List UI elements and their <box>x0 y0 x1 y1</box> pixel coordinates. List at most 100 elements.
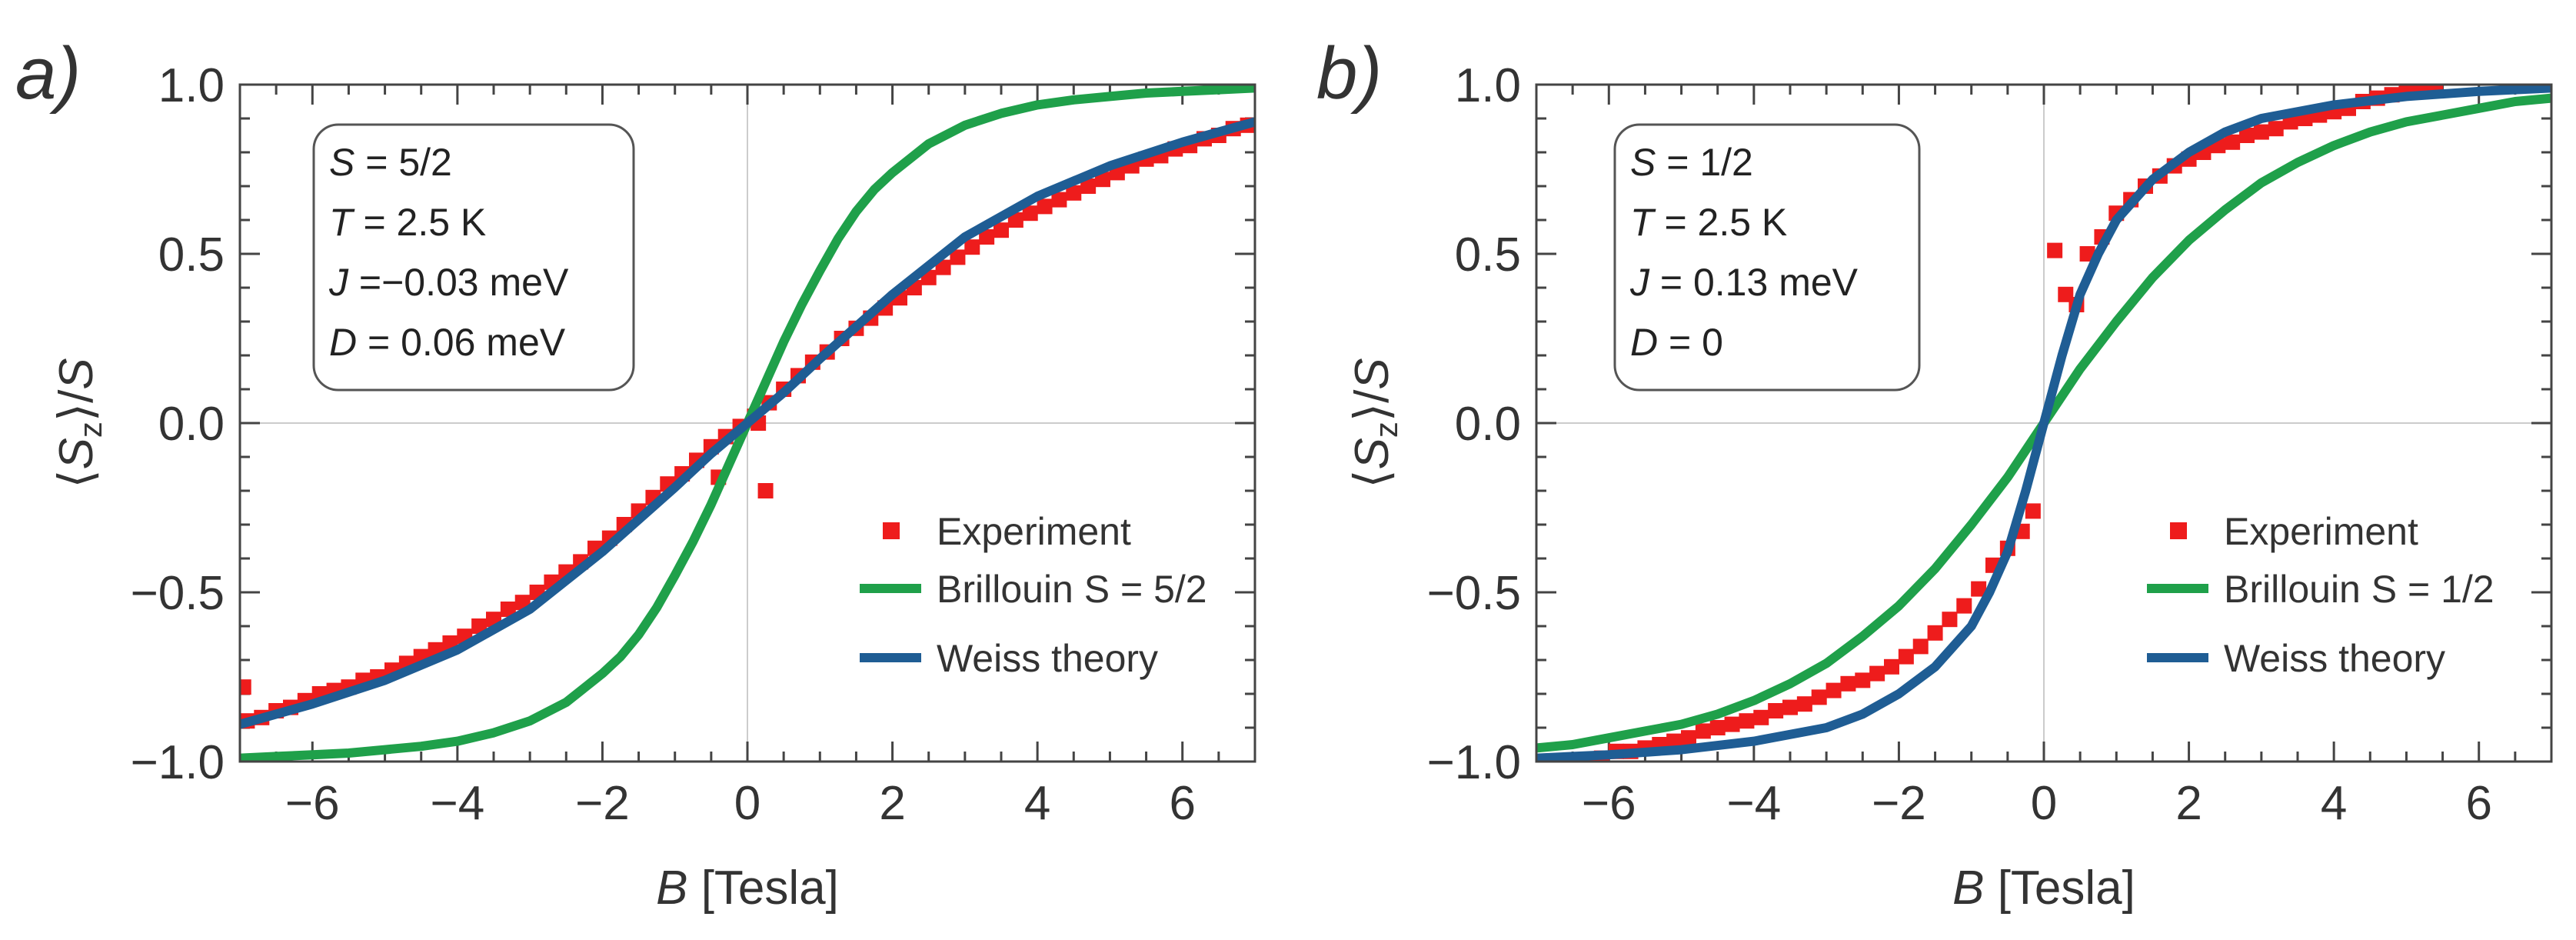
experiment-point <box>2442 85 2458 86</box>
experiment-point <box>2514 43 2530 58</box>
experiment-point <box>1022 205 1038 222</box>
parameter-var: T <box>329 201 355 244</box>
experiment-point <box>2457 63 2472 78</box>
experiment-point <box>1912 638 1929 655</box>
experiment-point <box>1898 648 1914 665</box>
parameter-var: D <box>1630 321 1658 364</box>
parameter-value: = 1/2 <box>1656 141 1753 184</box>
experiment-point <box>1971 581 1987 597</box>
parameter-var: T <box>1630 201 1656 244</box>
y-tick-label: −0.5 <box>1427 567 1521 620</box>
y-axis-label-bracket-open: ⟨ <box>50 469 103 488</box>
legend-label: Weiss theory <box>937 637 1158 680</box>
parameter-var: D <box>329 321 357 364</box>
panel-label-a: a) <box>15 32 81 115</box>
parameter-line: S = 5/2 <box>329 141 452 184</box>
parameter-line: J =−0.03 meV <box>328 261 569 304</box>
x-tick-label: −6 <box>1582 777 1636 830</box>
y-axis-label-bracket-close: ⟩/ <box>50 389 103 422</box>
y-axis-label-bracket-open: ⟨ <box>1346 469 1399 488</box>
x-tick-label: 4 <box>2321 777 2347 830</box>
experiment-point <box>1753 709 1769 725</box>
y-axis-label-bracket-close: ⟩/ <box>1346 389 1399 422</box>
experiment-point <box>240 679 251 695</box>
parameter-line: D = 0 <box>1630 321 1723 364</box>
experiment-point <box>2079 246 2095 262</box>
legend-label: Experiment <box>937 510 1131 553</box>
experiment-point <box>2486 53 2501 68</box>
experiment-point <box>1709 720 1726 735</box>
parameter-line: D = 0.06 meV <box>329 321 566 364</box>
experiment-point <box>2025 503 2041 519</box>
x-tick-label: 4 <box>1024 777 1050 830</box>
x-axis-label: B [Tesla] <box>656 862 839 915</box>
weiss-curve <box>1536 85 2551 762</box>
experiment-point <box>950 249 966 265</box>
experiment-point <box>1739 713 1755 729</box>
experiment-point <box>2529 53 2544 68</box>
parameter-value: = 5/2 <box>354 141 452 184</box>
experiment-point <box>979 229 995 245</box>
experiment-point <box>1007 212 1023 228</box>
experiment-point <box>1884 658 1899 675</box>
experiment-point <box>1927 625 1943 641</box>
legend-label: Brillouin S = 5/2 <box>937 568 1207 611</box>
experiment-point <box>1825 682 1842 698</box>
experiment-point <box>1942 612 1958 628</box>
experiment-point <box>964 239 980 255</box>
parameter-value: = 2.5 K <box>1654 201 1788 244</box>
y-tick-label: −1.0 <box>1427 736 1521 789</box>
experiment-point <box>1724 716 1740 732</box>
chart-panel-a: −6 −4 −2 0 2 4 6−1.0−0.50.00.51.0B [Tesla]⟨Sz⟩… <box>15 32 1256 915</box>
y-axis-label-sub: z <box>72 422 108 438</box>
experiment-point <box>935 259 951 275</box>
x-axis-label-unit: [Tesla] <box>687 862 838 915</box>
experiment-point <box>2253 124 2269 140</box>
experiment-point <box>993 222 1009 238</box>
y-tick-label: 0.0 <box>1455 398 1521 451</box>
chart-panel-b: −6 −4 −2 0 2 4 6−1.0−0.50.00.51.0B [Tesla]⟨Sz⟩… <box>1316 32 2553 915</box>
experiment-point <box>1796 696 1812 712</box>
y-tick-label: −0.5 <box>131 567 225 620</box>
experiment-point <box>1536 771 1551 786</box>
parameter-var: S <box>1630 141 1656 184</box>
experiment-point <box>1066 185 1082 201</box>
y-axis-label-var2: S <box>1346 358 1399 389</box>
legend-label: Weiss theory <box>2224 637 2445 680</box>
x-tick-label: 6 <box>1169 777 1195 830</box>
parameter-line: T = 2.5 K <box>1630 201 1787 244</box>
experiment-point <box>1080 178 1097 194</box>
experiment-point <box>2239 128 2255 143</box>
experiment-point <box>2500 50 2515 65</box>
y-axis-label-var: S <box>50 438 103 469</box>
parameter-var: J <box>1629 261 1650 304</box>
experiment-point <box>1695 723 1711 739</box>
experiment-point <box>2047 242 2063 258</box>
parameter-value: = 0.13 meV <box>1649 261 1859 304</box>
x-tick-label: −6 <box>285 777 340 830</box>
parameter-var: S <box>329 141 354 184</box>
experiment-point <box>1095 172 1110 188</box>
y-axis-label-var2: S <box>50 358 103 389</box>
experiment-point <box>1811 689 1827 705</box>
x-tick-label: 2 <box>879 777 905 830</box>
y-axis-label: ⟨Sz⟩/S <box>50 358 108 488</box>
x-tick-label: −2 <box>1872 777 1926 830</box>
y-tick-label: 1.0 <box>1455 59 1521 112</box>
legend-label: Brillouin S = 1/2 <box>2224 568 2494 611</box>
x-axis-label: B [Tesla] <box>1952 862 2135 915</box>
parameter-value: = 0.06 meV <box>357 321 566 364</box>
parameter-var: J <box>328 261 349 304</box>
experiment-point <box>1550 771 1566 786</box>
plot-frame <box>1535 83 2553 763</box>
parameter-line: J = 0.13 meV <box>1629 261 1859 304</box>
x-tick-label: 2 <box>2175 777 2202 830</box>
x-tick-label: −2 <box>575 777 630 830</box>
experiment-point <box>1051 192 1067 208</box>
experiment-point <box>2268 121 2284 137</box>
x-tick-label: 6 <box>2465 777 2491 830</box>
plot-data <box>240 85 1255 762</box>
weiss-curve <box>240 117 1255 729</box>
x-axis-label-var: B <box>656 862 687 915</box>
